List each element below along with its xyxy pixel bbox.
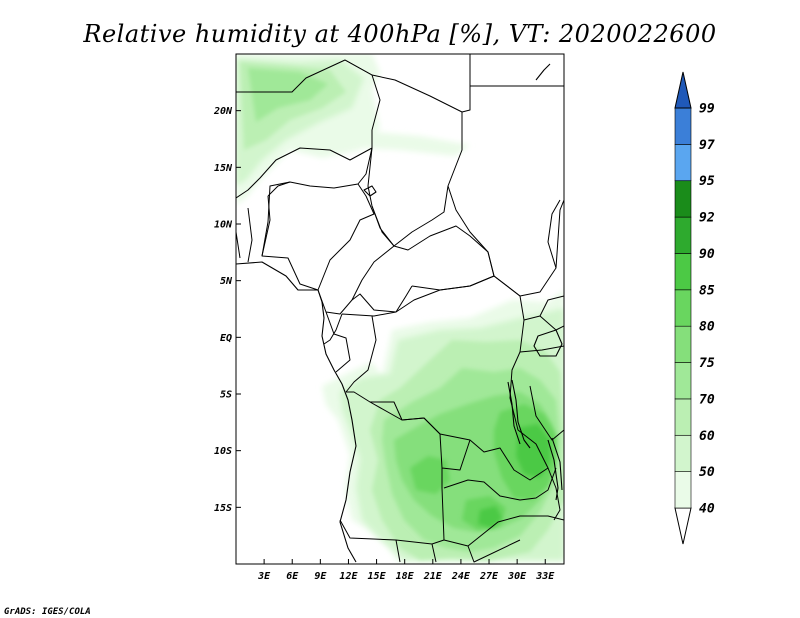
longitude-axis: 3E 6E 9E 12E 15E 18E 21E 24E 27E 30E 33E — [257, 559, 555, 582]
colorbar-bin — [674, 325, 692, 363]
colorbar-label: 70 — [699, 392, 715, 407]
map-frame — [235, 53, 565, 565]
colorbar-label: 92 — [699, 211, 715, 226]
colorbar-label: 60 — [699, 429, 715, 444]
colorbar-over-triangle — [674, 71, 692, 109]
colorbar-label: 99 — [699, 102, 715, 117]
lat-tick-label: 10N — [214, 220, 233, 231]
tanzania-border — [519, 345, 564, 441]
colorbar-bin — [674, 289, 692, 327]
gabon-border — [325, 311, 351, 373]
lon-tick-label: 12E — [339, 571, 358, 582]
colorbar-bin — [674, 180, 692, 218]
lat-tick-label: 5N — [220, 276, 233, 287]
colorbar: 40 50 60 70 75 80 85 90 92 95 97 99 — [674, 71, 715, 545]
colorbar-bin — [674, 398, 692, 436]
colorbar-label: 80 — [699, 320, 715, 335]
lon-tick-label: 9E — [314, 571, 327, 582]
lon-tick-label: 30E — [507, 571, 527, 582]
colorbar-bin — [674, 253, 692, 291]
lon-tick-label: 27E — [479, 571, 499, 582]
chad-border — [367, 112, 463, 247]
lake-victoria — [533, 329, 563, 357]
lat-tick-label: 15S — [214, 503, 232, 514]
ethiopia-border — [547, 199, 561, 269]
lake-tanganyika — [507, 379, 531, 449]
car-border — [351, 225, 495, 313]
lake-chad — [363, 185, 377, 197]
colorbar-bin — [674, 144, 692, 182]
malawi-border — [547, 467, 561, 521]
map-title: Relative humidity at 400hPa [%], VT: 202… — [82, 20, 716, 48]
libya-border — [371, 54, 471, 113]
zambia-border — [443, 467, 564, 547]
congo-border — [323, 285, 413, 393]
grads-credit: GrADS: IGES/COLA — [4, 607, 91, 617]
colorbar-label: 90 — [699, 247, 715, 262]
colorbar-bin — [674, 471, 692, 509]
colorbar-label: 85 — [699, 283, 715, 298]
cameroon-border — [317, 205, 395, 315]
lon-tick-label: 33E — [535, 571, 555, 582]
colorbar-label: 75 — [699, 356, 715, 371]
nigeria-border — [261, 181, 375, 291]
lon-tick-label: 6E — [286, 571, 299, 582]
colorbar-bin — [674, 216, 692, 254]
colorbar-label: 97 — [699, 138, 715, 153]
lat-tick-label: 20N — [213, 106, 233, 117]
lat-tick-label: 10S — [214, 446, 232, 457]
drc-border — [346, 275, 549, 481]
colorbar-label: 40 — [699, 502, 715, 517]
lat-tick-label: 15N — [214, 163, 233, 174]
uganda-kenya-border — [523, 295, 564, 331]
colorbar-bin — [674, 362, 692, 400]
red-sea-coast — [535, 63, 551, 81]
algeria-niger-border — [267, 59, 373, 197]
colorbar-under-triangle — [674, 507, 692, 545]
west-coastline — [236, 261, 357, 563]
latitude-axis: 20N 15N 10N 5N EQ 5S 10S 15S — [213, 106, 241, 514]
namibia-botswana-border — [395, 539, 521, 563]
lon-tick-label: 3E — [257, 571, 271, 582]
lon-tick-label: 18E — [396, 571, 415, 582]
colorbar-bin — [674, 434, 692, 472]
lat-tick-label: EQ — [220, 333, 232, 344]
sudan-border — [447, 185, 564, 297]
lon-tick-label: 21E — [423, 571, 443, 582]
humidity-shading — [236, 54, 564, 562]
benin-togo-border — [236, 195, 271, 263]
shading-layer-90 — [478, 424, 550, 528]
lat-tick-label: 5S — [220, 390, 232, 401]
lon-tick-label: 15E — [368, 571, 387, 582]
colorbar-label: 95 — [699, 174, 715, 189]
lon-tick-label: 24E — [451, 571, 471, 582]
map-borders — [236, 54, 564, 563]
colorbar-bin — [674, 107, 692, 145]
lake-malawi — [547, 437, 563, 501]
colorbar-label: 50 — [699, 465, 715, 480]
